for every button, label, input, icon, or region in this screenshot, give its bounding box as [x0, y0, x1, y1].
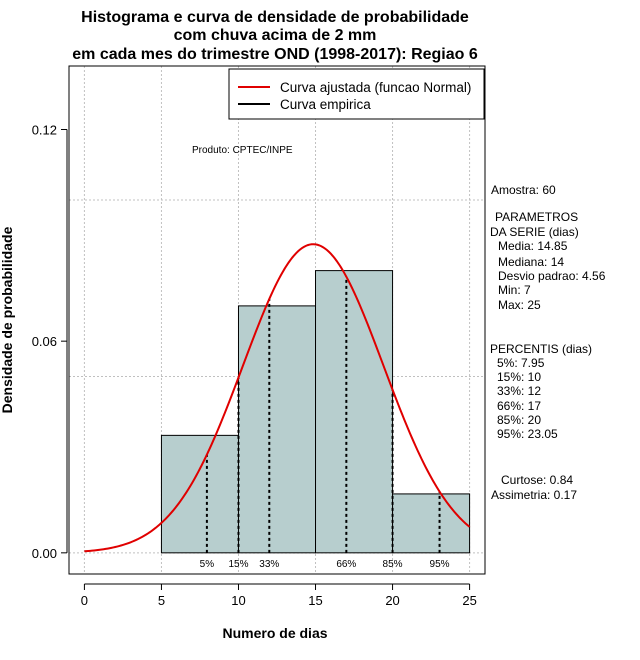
legend-label-empirical: Curva empirica — [280, 97, 371, 112]
x-tick-label-1: 5 — [158, 593, 165, 608]
x-tick-label-0: 0 — [81, 593, 88, 608]
percentile-label-2: 33% — [259, 559, 279, 570]
curve-layer — [84, 243, 471, 553]
y-tick-label-1: 0.06 — [32, 334, 57, 349]
x-tick-label-2: 10 — [231, 593, 245, 608]
y-axis: 0.00 0.06 0.12 — [32, 123, 68, 561]
histogram-bar-0 — [160, 434, 239, 554]
params-title-1: PARAMETROS — [495, 210, 578, 224]
percentile-33: 33%: 12 — [497, 384, 541, 398]
bars-layer — [160, 270, 471, 554]
y-axis-label: Densidade de probabilidade — [0, 226, 15, 413]
percentile-label-4: 85% — [383, 559, 403, 570]
percentile-85: 85%: 20 — [497, 413, 541, 427]
param-max: Max: 25 — [498, 298, 541, 312]
x-axis: 0 5 10 15 20 25 — [81, 583, 477, 608]
percentile-95: 95%: 23.05 — [497, 427, 558, 441]
param-median: Mediana: 14 — [498, 255, 564, 269]
sample-size: Amostra: 60 — [491, 183, 556, 197]
histogram-bar-2 — [315, 270, 394, 554]
param-mean: Media: 14.85 — [498, 239, 568, 253]
percentile-lines-layer — [205, 276, 441, 553]
percentile-labels-layer: 5% 15% 33% 66% 85% 95% — [200, 559, 450, 570]
x-tick-label-5: 25 — [462, 593, 476, 608]
percentile-label-0: 5% — [200, 559, 215, 570]
legend-box — [228, 68, 485, 120]
x-axis-label: Numero de dias — [222, 625, 327, 641]
percentile-label-3: 66% — [336, 559, 356, 570]
x-tick-label-3: 15 — [308, 593, 322, 608]
plot-frame — [68, 65, 486, 575]
skewness: Assimetria: 0.17 — [491, 488, 577, 502]
histogram-bar-1 — [237, 305, 317, 554]
histogram-bar-3 — [392, 493, 471, 554]
statistics-panel: Amostra: 60 PARAMETROS DA SERIE (dias) M… — [490, 183, 606, 502]
x-tick-label-4: 20 — [385, 593, 399, 608]
kurtosis: Curtose: 0.84 — [501, 473, 573, 487]
chart-title-line-3: em cada mes do trimestre OND (1998-2017)… — [72, 46, 478, 63]
fitted-normal-curve — [84, 243, 471, 553]
param-sd: Desvio padrao: 4.56 — [498, 269, 606, 283]
legend: Curva ajustada (funcao Normal) Curva emp… — [228, 68, 485, 120]
percentile-label-1: 15% — [228, 559, 248, 570]
percentile-15: 15%: 10 — [497, 370, 541, 384]
legend-label-fitted: Curva ajustada (funcao Normal) — [280, 80, 471, 95]
y-tick-label-0: 0.00 — [32, 546, 57, 561]
param-min: Min: 7 — [498, 283, 531, 297]
chart-title-line-1: Histograma e curva de densidade de proba… — [81, 9, 469, 26]
percentile-66: 66%: 17 — [497, 399, 541, 413]
product-annotation: Produto: CPTEC/INPE — [192, 145, 293, 156]
percentis-title: PERCENTIS (dias) — [490, 342, 592, 356]
percentile-5: 5%: 7.95 — [497, 356, 545, 370]
y-tick-label-2: 0.12 — [32, 123, 57, 138]
chart-title-line-2: com chuva acima de 2 mm — [174, 27, 377, 44]
percentile-label-5: 95% — [430, 559, 450, 570]
params-title-2: DA SERIE (dias) — [490, 225, 579, 239]
